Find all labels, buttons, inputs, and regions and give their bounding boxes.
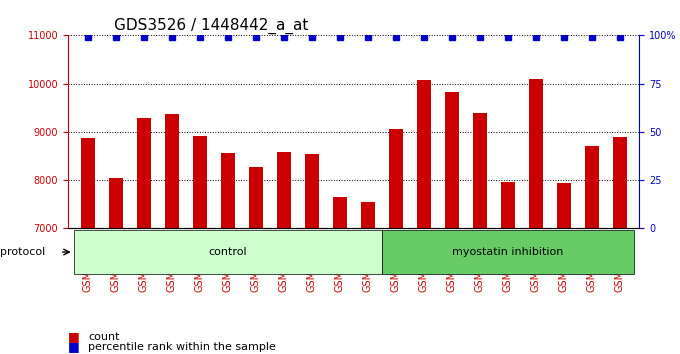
Text: ■: ■ (68, 341, 80, 353)
Bar (249, 167, 262, 228)
Bar (417, 80, 430, 228)
Bar (165, 114, 179, 228)
Text: ■: ■ (68, 330, 80, 343)
Bar (360, 202, 375, 228)
FancyBboxPatch shape (73, 230, 381, 274)
Bar (500, 182, 515, 228)
Bar (585, 146, 598, 228)
Bar (109, 178, 122, 228)
Bar (305, 154, 319, 228)
Text: myostatin inhibition: myostatin inhibition (452, 247, 563, 257)
Text: count: count (88, 332, 120, 342)
Bar (220, 153, 235, 228)
FancyBboxPatch shape (381, 230, 634, 274)
Text: protocol: protocol (1, 247, 46, 257)
Bar (473, 113, 487, 228)
Bar (528, 79, 543, 228)
Bar (277, 152, 290, 228)
Bar (613, 137, 626, 228)
Bar (445, 92, 458, 228)
Text: percentile rank within the sample: percentile rank within the sample (88, 342, 276, 353)
Text: GDS3526 / 1448442_a_at: GDS3526 / 1448442_a_at (114, 18, 308, 34)
Bar (333, 197, 347, 228)
Bar (192, 136, 207, 228)
Bar (388, 129, 403, 228)
Bar (81, 138, 95, 228)
Text: control: control (208, 247, 247, 257)
Bar (557, 183, 571, 228)
Bar (137, 118, 150, 228)
